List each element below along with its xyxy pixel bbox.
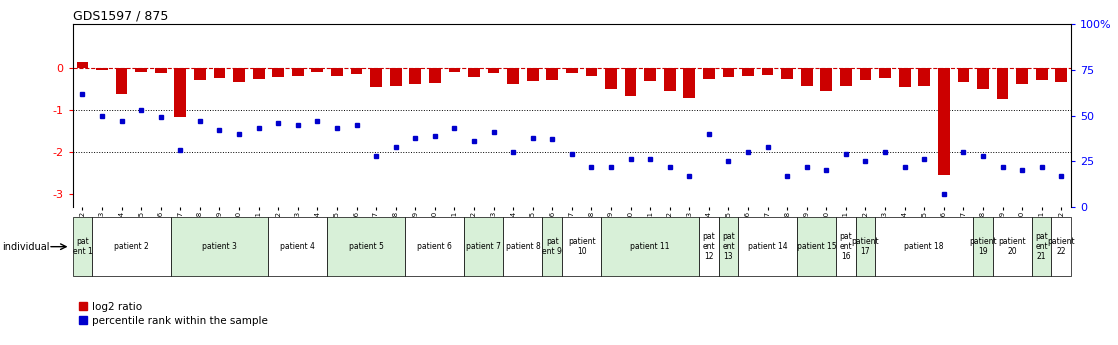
Bar — [1032, 217, 1051, 276]
Bar — [542, 217, 562, 276]
Bar — [292, 68, 304, 76]
Text: patient 18: patient 18 — [904, 242, 944, 251]
Bar — [312, 68, 323, 72]
Bar — [738, 217, 797, 276]
Bar — [1035, 68, 1048, 80]
Text: pat
ent
16: pat ent 16 — [840, 233, 852, 261]
Bar — [77, 62, 88, 68]
Text: patient 7: patient 7 — [466, 242, 501, 251]
Bar — [836, 217, 855, 276]
Text: pat
ent 1: pat ent 1 — [73, 237, 93, 256]
Bar — [73, 217, 93, 276]
Bar — [508, 68, 519, 84]
Bar — [879, 68, 891, 78]
Bar — [875, 217, 973, 276]
Bar — [155, 68, 167, 73]
Bar — [855, 217, 875, 276]
Legend: log2 ratio, percentile rank within the sample: log2 ratio, percentile rank within the s… — [78, 302, 268, 326]
Text: patient 8: patient 8 — [505, 242, 540, 251]
Bar — [586, 68, 597, 76]
Text: patient 5: patient 5 — [349, 242, 383, 251]
Bar — [448, 68, 461, 72]
Text: patient 6: patient 6 — [417, 242, 453, 251]
Bar — [938, 68, 949, 176]
Text: patient 4: patient 4 — [281, 242, 315, 251]
Bar — [957, 68, 969, 82]
Bar — [464, 217, 503, 276]
Bar — [977, 68, 988, 89]
Bar — [821, 68, 832, 91]
Bar — [781, 68, 793, 79]
Bar — [899, 68, 910, 87]
Bar — [683, 68, 695, 98]
Bar — [234, 68, 245, 82]
Bar — [1051, 217, 1071, 276]
Bar — [918, 68, 930, 86]
Bar — [268, 217, 328, 276]
Bar — [993, 217, 1032, 276]
Text: patient 2: patient 2 — [114, 242, 149, 251]
Bar — [644, 68, 656, 81]
Bar — [605, 68, 617, 89]
Bar — [171, 217, 268, 276]
Bar — [800, 68, 813, 86]
Bar — [527, 68, 539, 81]
Bar — [370, 68, 382, 87]
Text: GDS1597 / 875: GDS1597 / 875 — [73, 10, 168, 23]
Text: patient 3: patient 3 — [202, 242, 237, 251]
Bar — [406, 217, 464, 276]
Bar — [566, 68, 578, 73]
Bar — [468, 68, 480, 77]
Bar — [273, 68, 284, 77]
Text: patient
20: patient 20 — [998, 237, 1026, 256]
Bar — [253, 68, 265, 79]
Bar — [96, 68, 108, 70]
Bar — [742, 68, 754, 76]
Bar — [390, 68, 401, 86]
Bar — [214, 68, 226, 78]
Bar — [547, 68, 558, 80]
Text: patient 11: patient 11 — [631, 242, 670, 251]
Bar — [703, 68, 714, 79]
Bar — [1016, 68, 1027, 84]
Bar — [116, 68, 127, 93]
Bar — [625, 68, 636, 96]
Text: patient
17: patient 17 — [852, 237, 880, 256]
Bar — [840, 68, 852, 86]
Bar — [562, 217, 601, 276]
Bar — [973, 217, 993, 276]
Text: patient
10: patient 10 — [568, 237, 596, 256]
Text: patient
19: patient 19 — [969, 237, 997, 256]
Bar — [719, 217, 738, 276]
Text: patient 14: patient 14 — [748, 242, 787, 251]
Bar — [664, 68, 675, 91]
Bar — [135, 68, 148, 72]
Text: individual: individual — [2, 242, 49, 252]
Bar — [351, 68, 362, 74]
Bar — [996, 68, 1008, 99]
Bar — [487, 68, 500, 73]
Bar — [331, 68, 343, 76]
Bar — [860, 68, 871, 80]
Bar — [93, 217, 171, 276]
Bar — [699, 217, 719, 276]
Text: pat
ent
21: pat ent 21 — [1035, 233, 1048, 261]
Bar — [195, 68, 206, 80]
Bar — [722, 68, 735, 77]
Text: patient 15: patient 15 — [797, 242, 836, 251]
Bar — [761, 68, 774, 75]
Text: pat
ent
12: pat ent 12 — [702, 233, 716, 261]
Text: pat
ent 9: pat ent 9 — [542, 237, 562, 256]
Text: pat
ent
13: pat ent 13 — [722, 233, 735, 261]
Bar — [328, 217, 406, 276]
Bar — [174, 68, 187, 117]
Bar — [409, 68, 421, 84]
Text: patient
22: patient 22 — [1048, 237, 1076, 256]
Bar — [601, 217, 699, 276]
Bar — [503, 217, 542, 276]
Bar — [1055, 68, 1067, 82]
Bar — [797, 217, 836, 276]
Bar — [429, 68, 440, 83]
